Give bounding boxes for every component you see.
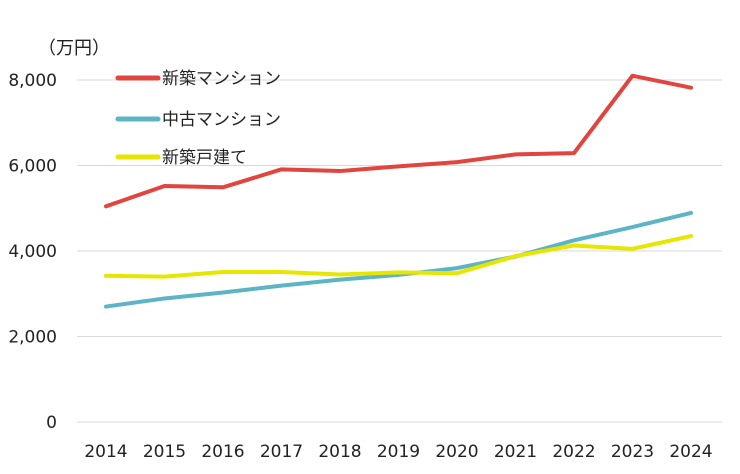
series-line-3 (104, 234, 693, 279)
y-tick-label: 2,000 (8, 328, 57, 348)
legend-label: 新築マンション (162, 69, 281, 89)
x-tick-label: 2022 (552, 442, 595, 462)
x-tick-label: 2020 (435, 442, 478, 462)
y-tick-label: 8,000 (8, 71, 57, 91)
y-tick-label: 0 (46, 413, 57, 433)
legend-label: 中古マンション (162, 110, 281, 130)
gridlines (77, 79, 722, 423)
x-tick-label: 2015 (143, 442, 186, 462)
x-tick-label: 2021 (494, 442, 537, 462)
y-axis-unit-label: （万円） (38, 38, 110, 59)
series-lines (104, 73, 693, 309)
series-line-2 (104, 210, 693, 309)
x-tick-label: 2024 (669, 442, 712, 462)
x-tick-label: 2023 (611, 442, 654, 462)
x-tick-label: 2019 (377, 442, 420, 462)
series-line-1 (104, 73, 693, 209)
x-tick-labels: 2014 2015 2016 2017 2018 2019 2020 2021 2022 2023… (84, 442, 712, 462)
x-tick-label: 2016 (201, 442, 244, 462)
x-tick-label: 2018 (318, 442, 361, 462)
x-tick-label: 2014 (84, 442, 127, 462)
y-tick-labels: 0 2,000 4,000 6,000 8,000 (8, 71, 57, 433)
y-tick-label: 4,000 (8, 242, 57, 262)
y-tick-label: 6,000 (8, 157, 57, 177)
legend-label: 新築戸建て (162, 148, 247, 168)
x-tick-label: 2017 (260, 442, 303, 462)
